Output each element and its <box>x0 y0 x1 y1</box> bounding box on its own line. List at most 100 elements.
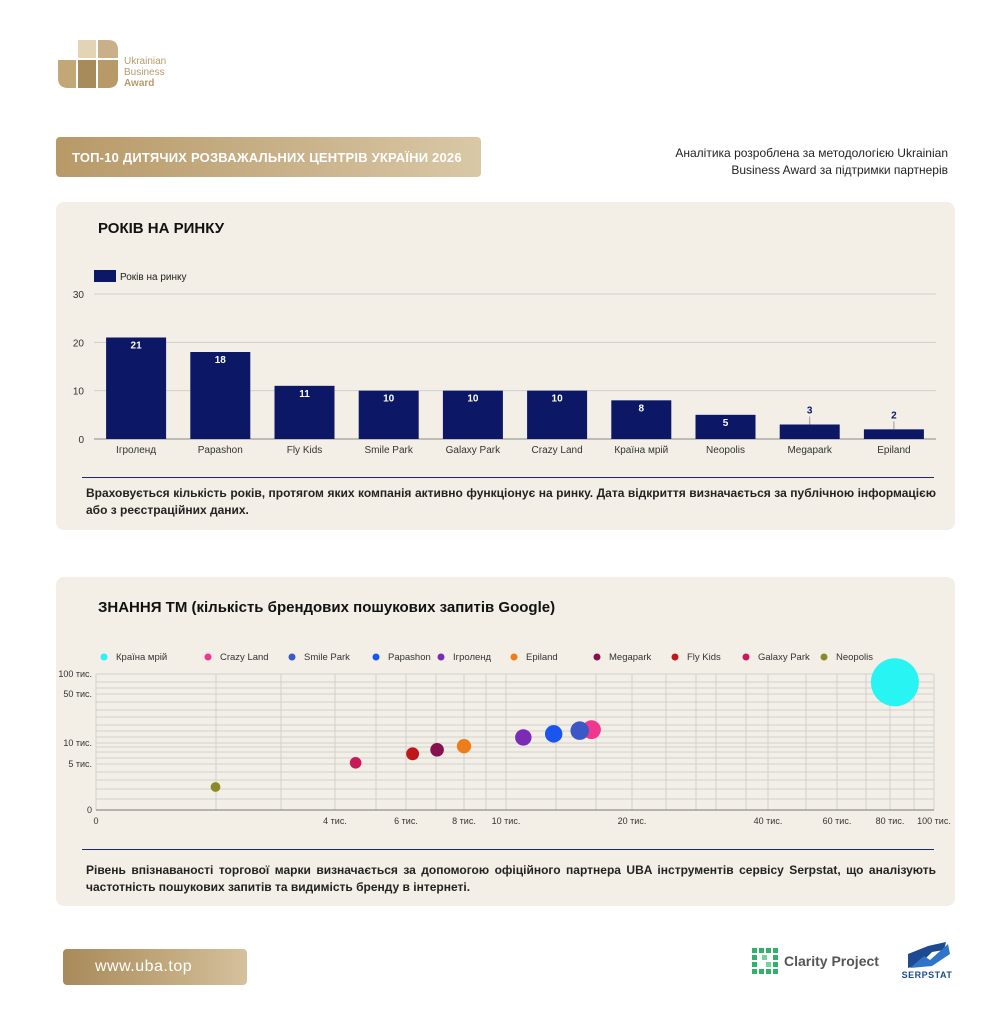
legend-label: Років на ринку <box>120 272 187 283</box>
legend-label: Papashon <box>388 652 431 663</box>
awareness-chart-title: ЗНАННЯ ТМ (кількість брендових пошукових… <box>98 599 556 616</box>
uba-logo: Ukrainian Business Award <box>56 38 186 90</box>
bubble <box>870 658 919 707</box>
bar-value-label: 5 <box>723 418 729 429</box>
bar-value-label: 10 <box>552 394 564 405</box>
logo-line-3: Award <box>124 78 155 89</box>
x-category-label: Neopolis <box>706 445 745 456</box>
bar-value-label: 2 <box>891 410 897 421</box>
y-tick-label: 0 <box>87 805 92 815</box>
x-category-label: Crazy Land <box>532 445 583 456</box>
bar-value-label: 21 <box>131 341 143 352</box>
x-category-label: Ігроленд <box>116 445 156 456</box>
legend-marker <box>593 653 601 661</box>
bar <box>863 429 924 439</box>
x-tick-label: 60 тис. <box>823 816 852 826</box>
legend-marker <box>820 653 828 661</box>
clarity-grid-icon <box>752 948 778 974</box>
bar-value-label: 8 <box>639 403 645 414</box>
legend-label: Galaxy Park <box>758 652 810 663</box>
clarity-project-text: Clarity Project <box>784 953 879 969</box>
x-category-label: Країна мрій <box>614 445 668 456</box>
legend-marker <box>372 653 380 661</box>
bar <box>779 424 840 439</box>
brand-awareness-panel: ЗНАННЯ ТМ (кількість брендових пошукових… <box>56 577 955 906</box>
x-category-label: Galaxy Park <box>446 445 501 456</box>
awareness-divider <box>82 849 934 850</box>
serpstat-logo: SERPSTAT <box>898 940 956 982</box>
x-tick-label: 0 <box>93 816 98 826</box>
awareness-bubble-chart: 0 4 тис. 6 тис. 8 тис. 10 тис. 20 тис. 40 тис.… <box>58 652 951 826</box>
bar-value-label: 10 <box>383 394 395 405</box>
bubble <box>456 739 472 754</box>
website-link[interactable]: www.uba.top <box>63 949 247 985</box>
x-category-label: Papashon <box>198 445 243 456</box>
bar-value-label: 18 <box>215 355 227 366</box>
legend-label: Neopolis <box>836 652 873 663</box>
bar-value-label: 3 <box>807 406 813 417</box>
y-tick-label: 100 тис. <box>58 669 92 679</box>
serpstat-chart-icon <box>908 942 950 968</box>
bar <box>442 390 503 439</box>
bubble <box>406 747 420 761</box>
legend-label: Megapark <box>609 652 651 663</box>
y-tick-label: 30 <box>73 290 85 301</box>
bubble <box>210 782 221 792</box>
bubble <box>570 721 589 740</box>
y-tick-label: 5 тис. <box>68 759 92 769</box>
methodology-note: Аналітика розроблена за методологією Ukr… <box>675 146 948 177</box>
bubble <box>544 725 563 743</box>
x-tick-label: 80 тис. <box>876 816 905 826</box>
x-category-label: Smile Park <box>365 445 414 456</box>
bar <box>274 385 335 439</box>
years-on-market-panel: РОКІВ НА РИНКУ Років на ринку 0 10 20 30 21 Іг… <box>56 202 955 530</box>
legend-marker <box>671 653 679 661</box>
x-tick-label: 20 тис. <box>618 816 647 826</box>
legend-label: Crazy Land <box>220 652 269 663</box>
bubble <box>349 756 362 769</box>
legend-marker <box>437 653 445 661</box>
bubble <box>430 742 444 757</box>
bar-value-label: 11 <box>299 389 310 400</box>
y-tick-label: 50 тис. <box>63 689 92 699</box>
awareness-note: Рівень впізнаваності торгової марки визн… <box>86 863 936 894</box>
legend-label: Країна мрій <box>116 652 167 663</box>
legend-marker <box>100 653 108 661</box>
legend-label: Smile Park <box>304 652 350 663</box>
legend-marker <box>510 653 518 661</box>
x-tick-label: 100 тис. <box>917 816 951 826</box>
years-bar-chart: Років на ринку 0 10 20 30 21 Ігроленд 18 Papasho… <box>73 270 936 456</box>
bar <box>695 414 756 439</box>
bar <box>527 390 588 439</box>
bar-value-label: 10 <box>467 394 479 405</box>
y-tick-label: 10 <box>73 387 85 398</box>
bar <box>611 400 672 439</box>
x-tick-label: 40 тис. <box>754 816 783 826</box>
x-tick-label: 4 тис. <box>323 816 347 826</box>
bar <box>190 352 251 439</box>
x-category-label: Fly Kids <box>287 445 323 456</box>
legend-marker <box>204 653 212 661</box>
bubble <box>515 729 532 746</box>
legend-marker <box>742 653 750 661</box>
legend-label: Fly Kids <box>687 652 721 663</box>
clarity-project-logo: Clarity Project <box>752 947 879 975</box>
x-category-label: Megapark <box>787 445 832 456</box>
x-tick-label: 8 тис. <box>452 816 476 826</box>
bar <box>358 390 419 439</box>
uba-logo-icon <box>58 40 118 88</box>
y-tick-label: 20 <box>73 338 85 349</box>
legend-swatch <box>94 270 116 282</box>
x-tick-label: 6 тис. <box>394 816 418 826</box>
y-tick-label: 0 <box>78 435 84 446</box>
years-note: Враховується кількість років, протягом я… <box>86 486 936 517</box>
serpstat-text: SERPSTAT <box>901 970 953 980</box>
x-category-label: Epiland <box>877 445 910 456</box>
x-tick-label: 10 тис. <box>492 816 521 826</box>
logo-line-1: Ukrainian <box>124 56 167 67</box>
legend-label: Ігроленд <box>453 652 492 663</box>
logo-line-2: Business <box>124 67 165 78</box>
y-tick-label: 10 тис. <box>63 738 92 748</box>
report-title-banner: ТОП-10 ДИТЯЧИХ РОЗВАЖАЛЬНИХ ЦЕНТРІВ УКРА… <box>56 137 481 177</box>
bar <box>106 337 167 439</box>
